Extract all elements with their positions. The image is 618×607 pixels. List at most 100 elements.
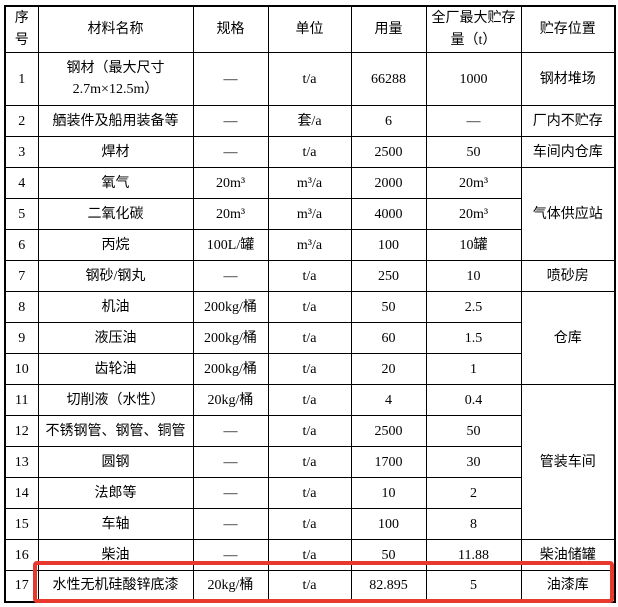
table-cell: — (192, 539, 269, 572)
table-cell: 250 (350, 260, 427, 293)
table-cell: 2500 (350, 136, 427, 169)
table-cell: 5 (4, 198, 39, 231)
table-cell: 2.5 (425, 291, 522, 324)
table-cell: 切削液（水性） (37, 384, 194, 417)
header-cell-max-storage: 全厂最大贮存量（t） (425, 5, 522, 54)
table-cell: 液压油 (37, 322, 194, 355)
table-cell: m³/a (267, 198, 352, 231)
table-cell: — (192, 52, 269, 107)
table-cell: t/a (267, 260, 352, 293)
table-row: 10 齿轮油 200kg/桶 t/a 20 1 (4, 353, 615, 386)
table-cell: 200kg/桶 (192, 353, 269, 386)
table-cell: 4 (350, 384, 427, 417)
table-cell: 10 (350, 477, 427, 510)
table-cell: 5 (425, 570, 522, 603)
table-row-highlighted: 17 水性无机硅酸锌底漆 20kg/桶 t/a 82.895 5 油漆库 (4, 570, 616, 603)
table-cell: 车轴 (37, 508, 194, 541)
table-cell: — (425, 105, 522, 138)
table-cell: 1000 (425, 52, 522, 107)
table-cell: 钢材堆场 (520, 52, 616, 107)
table-row: 7 钢砂/钢丸 — t/a 250 10 喷砂房 (4, 260, 616, 293)
table-cell-merged: 气体供应站 (520, 167, 616, 262)
table-cell: — (192, 415, 269, 448)
table-cell: 16 (4, 539, 39, 572)
table-cell: — (192, 260, 269, 293)
table-cell: 20m³ (192, 198, 269, 231)
table-cell-merged: 管装车间 (520, 384, 616, 541)
table-cell: 200kg/桶 (192, 291, 269, 324)
table-cell: t/a (267, 291, 352, 324)
table-cell: — (192, 446, 269, 479)
table-cell: t/a (267, 539, 352, 572)
table-cell: 4000 (350, 198, 427, 231)
table-cell: 13 (4, 446, 39, 479)
table-cell: 二氧化碳 (37, 198, 194, 231)
table-row: 4 氧气 20m³ m³/a 2000 20m³ 气体供应站 (4, 167, 616, 262)
table-cell: 钢材（最大尺寸2.7m×12.5m） (37, 52, 194, 107)
table-cell: 1700 (350, 446, 427, 479)
table-cell: 15 (4, 508, 39, 541)
table-row: 14 法郎等 — t/a 10 2 (4, 477, 615, 510)
table-cell: 20m³ (192, 167, 269, 200)
table-cell: 6 (4, 229, 39, 262)
table-cell: 20kg/桶 (192, 384, 269, 417)
table-cell: 50 (425, 136, 522, 169)
table-cell: t/a (267, 322, 352, 355)
table-cell: 2 (425, 477, 522, 510)
table-cell: t/a (267, 477, 352, 510)
table-cell: 2500 (350, 415, 427, 448)
table-cell: 齿轮油 (37, 353, 194, 386)
table-row: 3 焊材 — t/a 2500 50 车间内仓库 (4, 136, 616, 169)
table-cell: 50 (350, 539, 427, 572)
table-cell: 9 (4, 322, 39, 355)
table-row: 16 柴油 — t/a 50 11.88 柴油储罐 (4, 539, 616, 572)
table-cell: t/a (267, 136, 352, 169)
table-cell: 11 (4, 384, 39, 417)
table-row: 6 丙烷 100L/罐 m³/a 100 10罐 (4, 229, 615, 262)
table-cell: 丙烷 (37, 229, 194, 262)
table-cell: 套/a (267, 105, 352, 138)
table-row: 5 二氧化碳 20m³ m³/a 4000 20m³ (4, 198, 615, 231)
table-cell-merged: 仓库 (520, 291, 616, 386)
table-cell: m³/a (267, 167, 352, 200)
table-cell: 圆钢 (37, 446, 194, 479)
table-cell: 6 (350, 105, 427, 138)
table-cell: 喷砂房 (520, 260, 616, 293)
table-cell: 82.895 (350, 570, 427, 603)
table-cell: 50 (425, 415, 522, 448)
table-cell: 10 (425, 260, 522, 293)
table-cell: 3 (4, 136, 39, 169)
table-row: 2 舾装件及船用装备等 — 套/a 6 — 厂内不贮存 (4, 105, 616, 138)
header-cell-usage: 用量 (350, 5, 427, 54)
table-cell: 66288 (350, 52, 427, 107)
table-cell: t/a (267, 353, 352, 386)
table-cell: — (192, 508, 269, 541)
table-cell: 钢砂/钢丸 (37, 260, 194, 293)
table-cell: 7 (4, 260, 39, 293)
table-cell: 12 (4, 415, 39, 448)
table-cell: 柴油 (37, 539, 194, 572)
table-cell: 焊材 (37, 136, 194, 169)
table-cell: 舾装件及船用装备等 (37, 105, 194, 138)
header-cell-name: 材料名称 (37, 5, 194, 54)
table-cell: — (192, 136, 269, 169)
table-cell: 11.88 (425, 539, 522, 572)
table-cell: m³/a (267, 229, 352, 262)
table-cell: 水性无机硅酸锌底漆 (37, 570, 194, 603)
table-cell: t/a (267, 508, 352, 541)
table-cell: 油漆库 (520, 570, 616, 603)
table-cell: 14 (4, 477, 39, 510)
table-cell: 8 (4, 291, 39, 324)
table-cell: t/a (267, 415, 352, 448)
table-cell: 60 (350, 322, 427, 355)
table-cell: 2000 (350, 167, 427, 200)
table-cell: 10 (4, 353, 39, 386)
table-cell: 1 (425, 353, 522, 386)
table-cell: 20m³ (425, 198, 522, 231)
table-cell: 法郎等 (37, 477, 194, 510)
table-cell: 17 (4, 570, 39, 603)
table-cell: 20 (350, 353, 427, 386)
table-header-row: 序号 材料名称 规格 单位 用量 全厂最大贮存量（t） 贮存位置 (4, 5, 616, 54)
table-cell: 厂内不贮存 (520, 105, 616, 138)
table-cell: — (192, 477, 269, 510)
